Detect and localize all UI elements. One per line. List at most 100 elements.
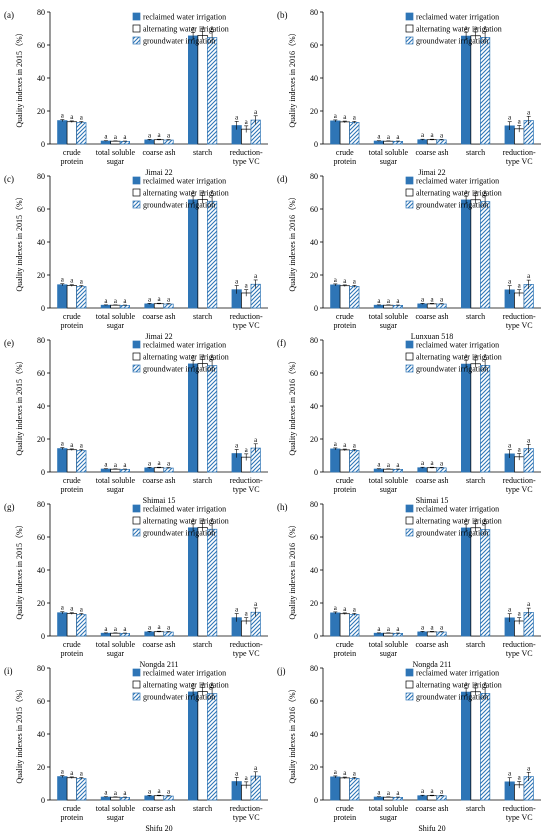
y-tick-label: 0 [41,140,45,149]
x-tick-label: type VC [233,321,260,330]
cultivar-label: Shimai 15 [416,496,449,505]
legend-label: groundwater irrigation [143,693,215,702]
bar [417,467,428,473]
significance-label: a [254,764,258,772]
x-tick-label: starch [466,148,485,157]
x-tick-label: coarse ash [142,476,175,485]
x-tick-label: protein [333,321,356,330]
y-axis-label: Quality indexes in 2015（%） [15,684,24,783]
significance-label: a [474,516,478,524]
significance-label: a [465,352,469,360]
y-tick-label: 0 [41,632,45,641]
significance-label: a [377,297,381,305]
bar [339,121,350,145]
significance-label: a [518,774,522,782]
significance-label: a [80,442,84,450]
y-axis-label: Quality indexes in 2016（%） [288,684,297,783]
legend-label: groundwater irrigation [143,529,215,538]
bar [100,304,112,309]
significance-label: a [465,680,469,688]
panel-label: (a) [4,10,14,20]
bar [110,140,121,145]
bar [330,448,341,473]
significance-label: a [334,440,338,448]
significance-label: a [396,461,400,469]
y-tick-label: 0 [314,796,318,805]
x-tick-label: type VC [233,157,260,166]
legend-swatch-alternating [132,24,141,33]
bar [349,450,360,473]
bar [392,141,403,145]
bar [373,796,384,801]
bar [188,527,199,637]
significance-label: a [61,276,65,284]
x-tick-label: starch [193,312,212,321]
legend-swatch-reclaimed [132,176,141,185]
x-tick-label: coarse ash [142,640,175,649]
x-tick-label: starch [466,804,485,813]
significance-label: a [334,768,338,776]
y-tick-label: 80 [37,8,45,17]
significance-label: a [192,516,196,524]
x-tick-label: sugar [107,485,125,494]
significance-label: a [167,460,171,468]
significance-label: a [211,24,215,32]
significance-label: a [114,625,118,633]
significance-label: a [430,623,434,631]
significance-label: a [343,277,347,285]
legend: reclaimed water irrigation alternating wa… [132,669,229,702]
x-tick-label: total soluble [96,148,136,157]
legend-label: reclaimed water irrigation [143,505,226,514]
legend-label: alternating water irrigation [416,517,502,526]
significance-label: a [465,24,469,32]
legend-label: alternating water irrigation [416,681,502,690]
significance-label: a [192,188,196,196]
significance-label: a [123,133,127,141]
significance-label: a [201,351,205,359]
bar [110,796,121,801]
y-tick-label: 0 [41,796,45,805]
bar [349,778,360,801]
significance-label: a [508,114,512,122]
x-tick-label: coarse ash [415,312,448,321]
legend-label: reclaimed water irrigation [416,341,499,350]
bar [144,795,155,801]
bar [207,200,218,309]
panel-label: (g) [4,502,15,512]
significance-label: a [201,188,205,196]
legend-label: alternating water irrigation [143,189,229,198]
x-tick-label: reduction- [230,640,263,649]
x-tick-label: starch [193,476,212,485]
significance-label: a [148,131,152,139]
bar [100,140,112,145]
significance-label: a [211,680,215,688]
cultivar-label: Lunxuan 518 [411,332,453,341]
x-tick-label: crude [336,148,354,157]
y-tick-label: 80 [310,8,318,17]
significance-label: a [343,441,347,449]
y-tick-label: 20 [37,763,45,772]
y-axis-label: Quality indexes in 2015（%） [15,356,24,455]
legend-swatch-alternating [132,516,141,525]
y-tick-label: 60 [310,41,318,50]
bar [119,141,131,145]
significance-label: a [421,623,425,631]
x-tick-label: protein [60,157,83,166]
y-tick-label: 80 [37,172,45,181]
y-tick-label: 80 [37,336,45,345]
legend-swatch-groundwater [405,364,414,373]
significance-label: a [148,295,152,303]
bar [417,631,428,637]
bar [417,303,428,309]
bar [330,776,341,801]
legend-label: alternating water irrigation [143,353,229,362]
bar [383,468,394,473]
significance-label: a [430,131,434,139]
significance-label: a [440,787,444,795]
bar [373,304,384,309]
